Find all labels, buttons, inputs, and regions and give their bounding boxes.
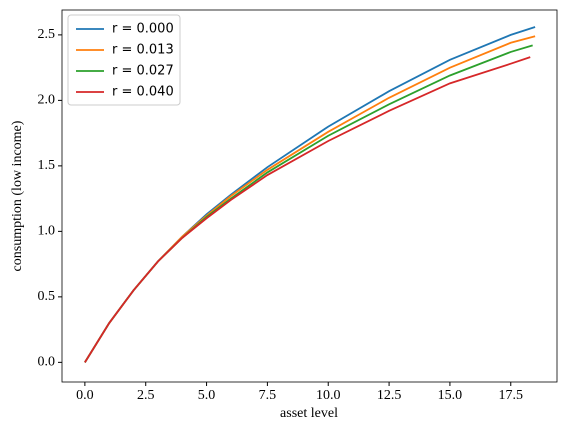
- x-tick-label: 2.5: [137, 388, 155, 403]
- x-tick-label: 17.5: [499, 388, 524, 403]
- line-series: [84, 56, 531, 363]
- legend-label: r = 0.000: [112, 22, 174, 37]
- x-tick-label: 0.0: [76, 388, 94, 403]
- y-tick-label: 2.5: [38, 27, 56, 42]
- x-tick-label: 12.5: [377, 388, 402, 403]
- x-tick-label: 5.0: [198, 388, 216, 403]
- y-axis-label: consumption (low income): [10, 120, 25, 271]
- y-tick-label: 1.5: [38, 158, 56, 173]
- plot-frame: [61, 9, 558, 383]
- legend-frame: [67, 14, 181, 106]
- y-tick-label: 2.0: [38, 93, 56, 108]
- x-tick-label: 7.5: [259, 388, 277, 403]
- x-axis-label: asset level: [280, 406, 338, 421]
- y-tick-label: 0.5: [38, 289, 56, 304]
- y-tick-label: 1.0: [38, 224, 56, 239]
- x-tick-label: 10.0: [316, 388, 341, 403]
- legend-label: r = 0.027: [112, 64, 174, 79]
- y-tick-label: 0.0: [38, 355, 56, 370]
- x-tick-label: 15.0: [438, 388, 463, 403]
- legend-label: r = 0.013: [112, 43, 174, 58]
- legend-label: r = 0.040: [112, 85, 174, 100]
- legend: r = 0.000 r = 0.013 r = 0.027 r = 0.040: [67, 14, 181, 106]
